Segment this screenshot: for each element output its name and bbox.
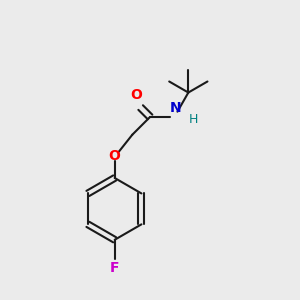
Text: N: N <box>169 101 181 116</box>
Text: F: F <box>110 261 119 275</box>
Text: O: O <box>130 88 142 102</box>
Text: H: H <box>188 113 198 126</box>
Text: O: O <box>109 149 121 163</box>
